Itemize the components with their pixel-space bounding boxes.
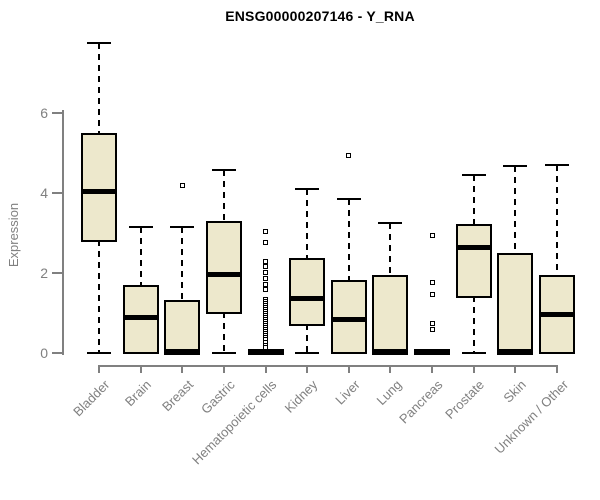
whisker-upper xyxy=(556,165,559,277)
category-label: Skin xyxy=(500,377,530,406)
x-tick xyxy=(264,365,267,373)
whisker-cap-low xyxy=(295,352,320,354)
outlier-point xyxy=(429,320,435,326)
outlier-point xyxy=(429,279,435,285)
x-tick xyxy=(472,365,475,373)
box xyxy=(455,224,492,299)
whisker-cap-high xyxy=(87,42,111,44)
whisker-upper xyxy=(514,166,517,255)
whisker-cap-high xyxy=(170,226,195,228)
y-tick xyxy=(52,272,62,274)
x-tick xyxy=(222,365,225,373)
category-label: Pancreas xyxy=(396,377,446,427)
whisker-cap-high xyxy=(461,174,486,176)
median-line xyxy=(372,348,409,354)
whisker-upper xyxy=(347,199,350,283)
median-line xyxy=(455,244,492,250)
x-axis-line xyxy=(99,365,558,367)
category-label: Liver xyxy=(331,377,363,408)
outlier-point xyxy=(263,259,269,265)
outlier-point xyxy=(263,281,269,287)
y-tick-label: 6 xyxy=(40,105,48,121)
whisker-cap-high xyxy=(336,198,361,200)
category-label: Brain xyxy=(122,377,155,410)
whisker-cap-high xyxy=(128,226,153,228)
median-line xyxy=(247,349,284,355)
median-line xyxy=(497,348,534,354)
x-tick xyxy=(181,365,184,373)
outlier-point xyxy=(429,233,435,239)
outlier-point xyxy=(263,229,269,235)
outlier-point xyxy=(263,287,269,293)
whisker-lower xyxy=(472,296,475,353)
whisker-upper xyxy=(472,175,475,227)
whisker-lower xyxy=(98,239,100,353)
outlier-point xyxy=(263,269,269,275)
chart-title: ENSG00000207146 - Y_RNA xyxy=(225,8,415,24)
outlier-point xyxy=(346,152,352,158)
outlier-point xyxy=(263,344,269,350)
box xyxy=(289,258,326,326)
whisker-upper xyxy=(389,223,392,277)
category-label: Lung xyxy=(373,377,405,409)
whisker-upper xyxy=(139,227,142,287)
category-label: Prostate xyxy=(442,377,488,422)
median-line xyxy=(414,349,451,355)
box xyxy=(81,133,117,242)
whisker-cap-high xyxy=(545,164,570,166)
median-line xyxy=(81,188,117,194)
box xyxy=(164,299,201,355)
whisker-cap-low xyxy=(211,352,236,354)
outlier-point xyxy=(429,292,435,298)
whisker-upper xyxy=(98,43,100,135)
y-tick xyxy=(52,112,62,114)
x-tick xyxy=(98,365,100,373)
median-line xyxy=(205,271,242,277)
box xyxy=(497,252,534,355)
whisker-cap-high xyxy=(295,188,320,190)
median-line xyxy=(164,348,201,354)
x-tick xyxy=(514,365,517,373)
outlier-point xyxy=(429,327,435,333)
y-tick-label: 0 xyxy=(40,345,48,361)
whisker-lower xyxy=(222,312,225,353)
x-tick xyxy=(431,365,434,373)
whisker-upper xyxy=(181,227,184,302)
whisker-cap-high xyxy=(503,165,528,168)
outlier-point xyxy=(263,264,269,270)
whisker-cap-high xyxy=(378,222,403,224)
median-line xyxy=(122,315,159,321)
y-tick-label: 2 xyxy=(40,265,48,281)
x-tick xyxy=(389,365,392,373)
category-label: Unknown / Other xyxy=(491,377,571,457)
whisker-lower xyxy=(306,323,309,353)
x-tick xyxy=(556,365,559,373)
y-axis-line xyxy=(62,110,64,355)
x-tick xyxy=(139,365,142,373)
box xyxy=(205,221,242,315)
median-line xyxy=(539,311,576,317)
outlier-point xyxy=(179,183,185,189)
y-tick xyxy=(52,352,62,354)
whisker-cap-high xyxy=(211,168,236,171)
outlier-point xyxy=(263,240,269,246)
whisker-cap-low xyxy=(461,352,486,354)
whisker-cap-low xyxy=(87,352,111,354)
whisker-upper xyxy=(306,189,309,261)
x-tick xyxy=(347,365,350,373)
y-tick xyxy=(52,192,62,194)
median-line xyxy=(330,316,367,322)
median-line xyxy=(289,296,326,302)
x-tick xyxy=(306,365,309,373)
category-label: Breast xyxy=(158,377,196,415)
y-tick-label: 4 xyxy=(40,185,48,201)
whisker-upper xyxy=(222,169,225,223)
category-label: Kidney xyxy=(282,377,321,416)
category-label: Bladder xyxy=(70,377,113,420)
box xyxy=(372,275,409,355)
outlier-point xyxy=(263,276,269,282)
category-label: Gastric xyxy=(197,377,238,417)
